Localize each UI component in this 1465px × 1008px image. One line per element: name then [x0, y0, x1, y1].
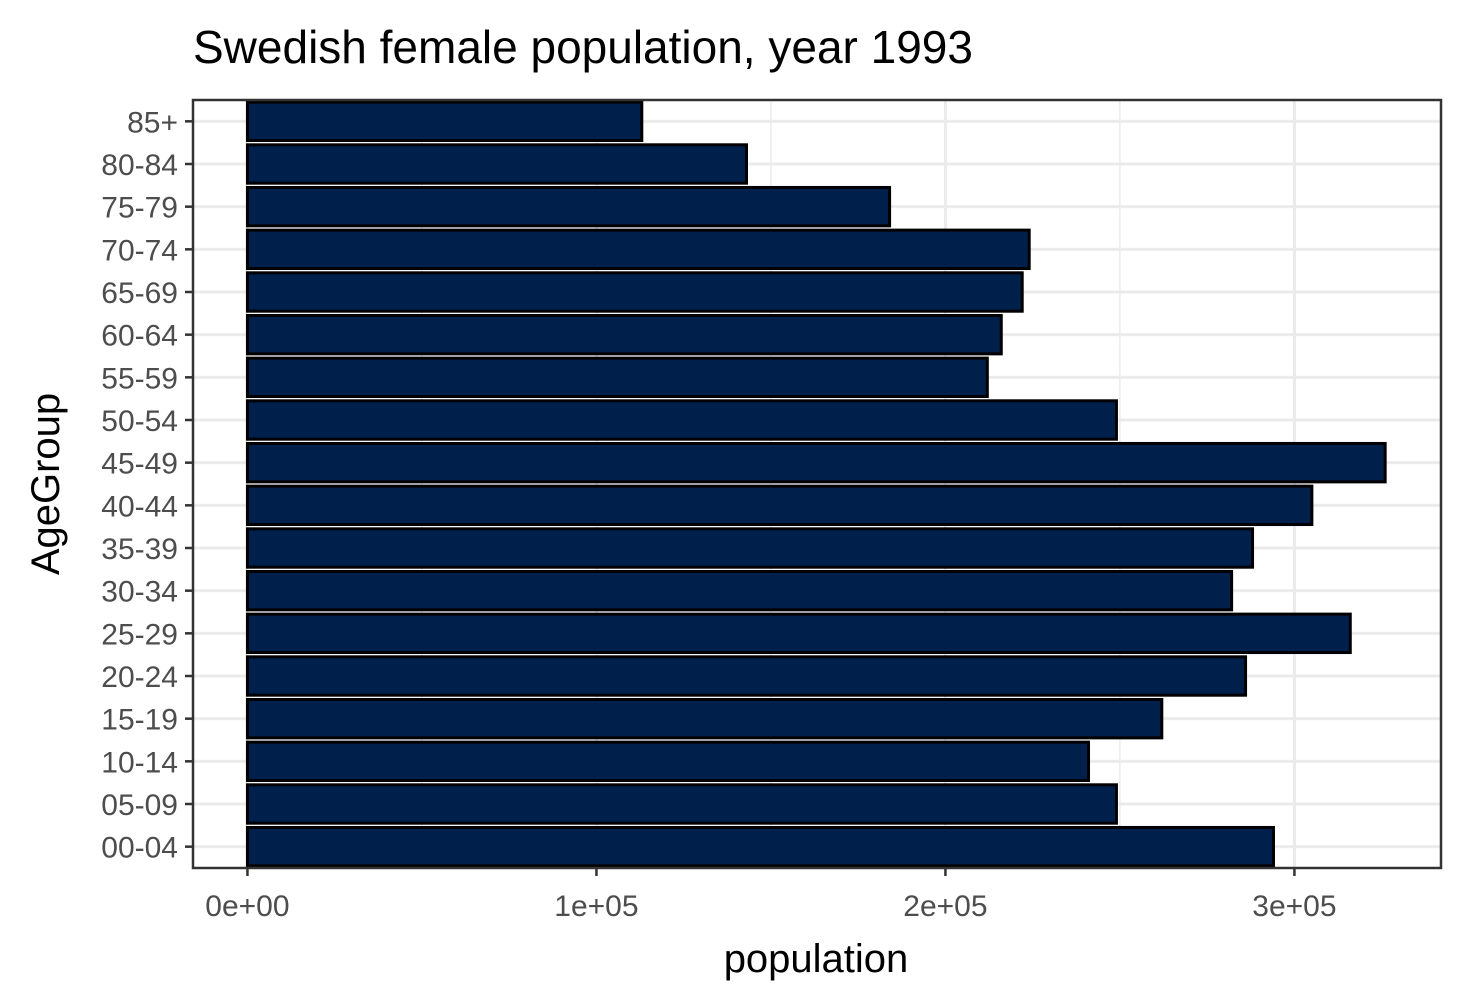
y-tick-label: 60-64 — [101, 320, 178, 353]
bar-20-24 — [245, 655, 1248, 697]
x-tick-label: 3e+05 — [1252, 890, 1336, 923]
y-tick-label: 75-79 — [101, 192, 178, 225]
bar-85+ — [245, 100, 644, 143]
y-tick-label: 15-19 — [101, 704, 178, 737]
bar-30-34 — [245, 569, 1234, 612]
bar-40-44 — [245, 484, 1314, 527]
bar-layer — [245, 100, 1387, 868]
bar-10-14 — [245, 740, 1091, 783]
x-tick-label: 1e+05 — [554, 890, 638, 923]
bar-45-49 — [245, 441, 1387, 484]
axis-layer: 00-04 05-09 10-14 15-19 20-24 25-29 30-34 35-39… — [101, 98, 1443, 923]
bar-65-69 — [245, 271, 1024, 313]
y-tick-label: 40-44 — [101, 490, 178, 523]
y-tick-label: 05-09 — [101, 789, 178, 822]
bar-80-84 — [245, 143, 749, 185]
y-tick-label: 80-84 — [101, 149, 178, 182]
y-axis-title: AgeGroup — [24, 393, 68, 575]
y-tick-label: 70-74 — [101, 234, 178, 267]
panel-background — [193, 100, 1441, 868]
bar-75-79 — [245, 185, 892, 228]
y-tick-label: 65-69 — [101, 277, 178, 310]
bar-60-64 — [245, 313, 1003, 356]
bar-70-74 — [245, 228, 1031, 271]
y-tick-label: 25-29 — [101, 618, 178, 651]
x-axis-title: population — [724, 937, 909, 981]
bar-25-29 — [245, 612, 1352, 655]
y-tick-label: 35-39 — [101, 533, 178, 566]
bar-50-54 — [245, 399, 1118, 441]
y-tick-label: 55-59 — [101, 362, 178, 395]
bar-00-04 — [245, 825, 1275, 868]
bar-15-19 — [245, 697, 1164, 740]
x-tick-label: 0e+00 — [205, 890, 289, 923]
y-tick-label: 85+ — [127, 106, 178, 139]
y-tick-label: 00-04 — [101, 832, 178, 865]
bar-35-39 — [245, 527, 1255, 569]
y-tick-label: 20-24 — [101, 661, 178, 694]
panel-border — [191, 98, 1443, 870]
bar-05-09 — [245, 783, 1118, 825]
y-tick-label: 50-54 — [101, 405, 178, 438]
chart-title: Swedish female population, year 1993 — [193, 21, 973, 73]
bar-55-59 — [245, 356, 989, 399]
y-tick-label: 45-49 — [101, 448, 178, 481]
y-tick-label: 30-34 — [101, 576, 178, 609]
y-tick-label: 10-14 — [101, 746, 178, 779]
x-tick-label: 2e+05 — [903, 890, 987, 923]
